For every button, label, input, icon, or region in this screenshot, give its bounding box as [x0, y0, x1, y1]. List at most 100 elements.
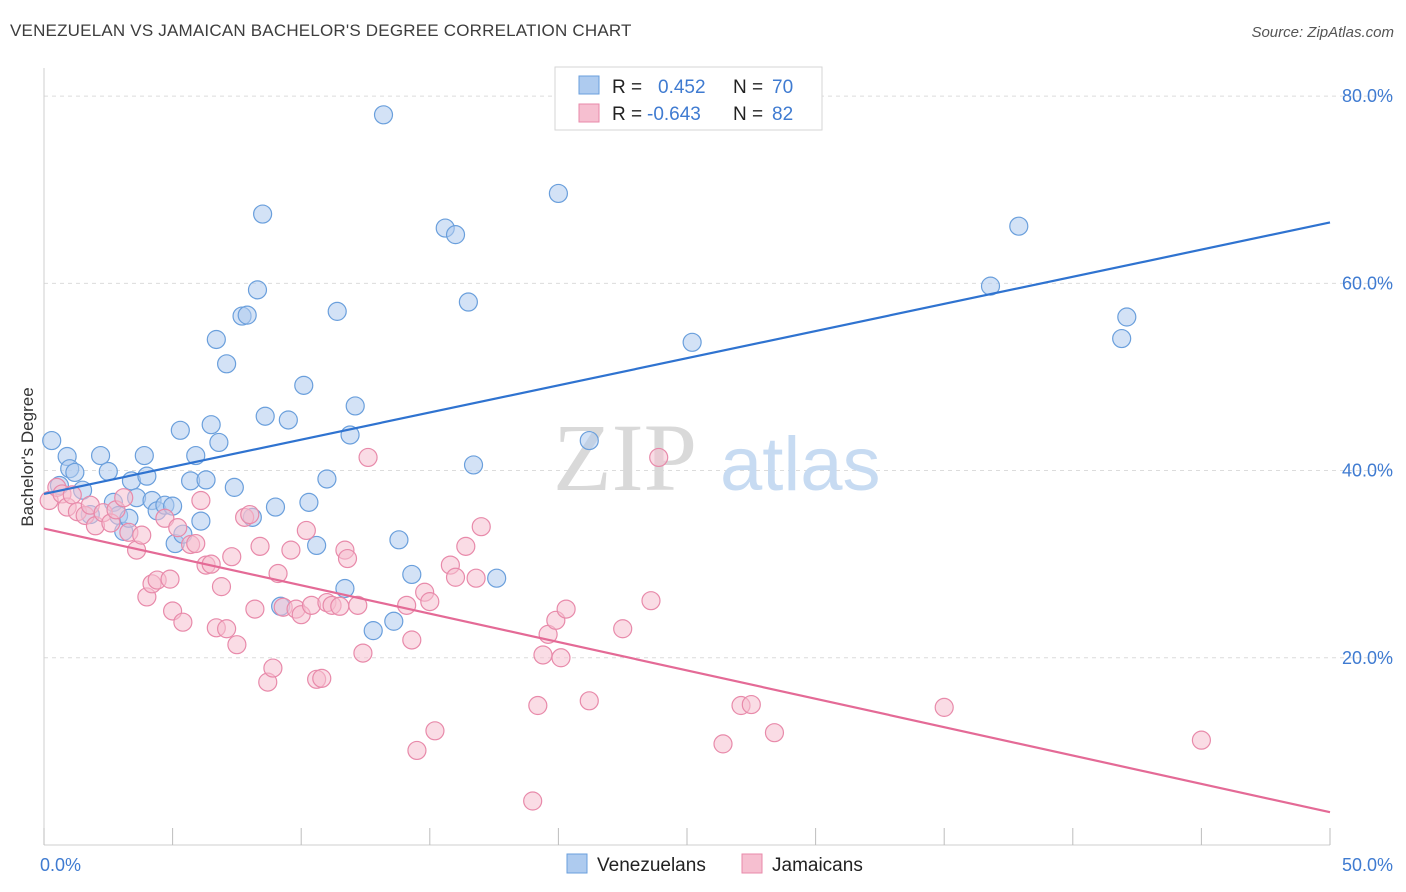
jamaican-point — [240, 504, 260, 525]
venezuelan-point — [682, 332, 702, 352]
jamaican-point — [402, 630, 422, 650]
jamaican-point — [330, 596, 350, 616]
legend-swatch-venezuelans — [578, 75, 600, 95]
legend-swatch-jamaicans — [578, 103, 600, 123]
venezuelan-point — [209, 432, 229, 453]
jamaican-point — [425, 721, 445, 741]
jamaican-point — [358, 447, 378, 468]
jamaican-point — [528, 695, 548, 716]
jamaican-point — [337, 548, 358, 569]
grid-lines — [44, 95, 1392, 659]
trend-lines — [43, 221, 1331, 814]
venezuelan-point — [445, 225, 466, 245]
x-tick-labels: 0.0% 50.0% — [40, 855, 1393, 875]
jamaican-point — [397, 595, 417, 615]
y-tick-labels: 20.0% 40.0% 60.0% 80.0% — [1342, 86, 1393, 668]
x-tick-label: 50.0% — [1342, 855, 1393, 875]
venezuelan-point — [294, 375, 314, 395]
jamaican-point — [551, 648, 571, 668]
y-tick-label: 80.0% — [1342, 86, 1393, 106]
venezuelan-point — [224, 477, 244, 497]
venezuelan-point — [327, 301, 347, 321]
jamaican-point — [245, 599, 265, 619]
venezuelan-point — [579, 430, 599, 451]
jamaican-point — [186, 533, 206, 554]
jamaican-point — [445, 567, 466, 587]
jamaican-point — [168, 518, 188, 538]
legend-n-value-1: 70 — [772, 77, 793, 98]
venezuelans-trend-line — [43, 221, 1331, 496]
legend-n-value-2: 82 — [772, 104, 793, 125]
bottom-legend-swatch-jamaicans — [741, 853, 763, 874]
jamaican-point — [764, 723, 785, 743]
venezuelan-point — [487, 568, 507, 588]
jamaican-point — [296, 520, 316, 541]
jamaican-point — [533, 645, 553, 665]
venezuelan-point — [237, 305, 257, 325]
venezuelan-point — [1117, 307, 1137, 327]
venezuelan-point — [255, 406, 275, 426]
venezuelan-point — [278, 410, 298, 430]
y-tick-label: 40.0% — [1342, 461, 1393, 481]
venezuelan-point — [1112, 328, 1132, 349]
jamaican-point — [281, 540, 301, 560]
venezuelan-point — [217, 354, 237, 374]
jamaican-point — [713, 734, 733, 754]
jamaican-point — [556, 599, 576, 619]
venezuelan-point — [463, 455, 484, 475]
venezuelan-point — [206, 329, 226, 350]
venezuelan-point — [247, 280, 268, 300]
watermark-zip: ZIP — [553, 404, 697, 511]
venezuelan-point — [201, 415, 221, 435]
chart-title: VENEZUELAN VS JAMAICAN BACHELOR'S DEGREE… — [10, 21, 632, 40]
jamaican-point — [217, 619, 237, 639]
venezuelan-point — [548, 183, 569, 204]
bottom-legend-jamaicans: Jamaicans — [772, 855, 863, 876]
jamaican-point — [641, 591, 661, 611]
venezuelan-point — [265, 497, 286, 517]
venezuelan-point — [65, 462, 85, 483]
legend-n-label-1: N = — [733, 77, 763, 98]
legend-r-label-1: R = — [612, 77, 642, 98]
venezuelan-point — [458, 292, 478, 312]
venezuelan-point — [98, 461, 118, 482]
venezuelan-point — [196, 470, 216, 490]
jamaican-point — [263, 658, 283, 678]
legend-top: R = 0.452 N = 70 R = -0.643 N = 82 — [554, 66, 823, 131]
jamaican-point — [934, 697, 954, 717]
legend-n-label-2: N = — [733, 104, 763, 125]
jamaican-point — [613, 619, 633, 639]
venezuelan-point — [253, 204, 273, 224]
venezuelan-point — [90, 445, 111, 466]
bottom-legend-swatch-venezuelans — [566, 853, 588, 874]
venezuelan-point — [402, 564, 422, 585]
jamaican-point — [1191, 730, 1212, 750]
jamaican-point — [741, 694, 761, 715]
venezuelan-point — [317, 469, 337, 489]
legend-bottom: Venezuelans Jamaicans — [566, 853, 863, 876]
jamaican-point — [160, 569, 180, 589]
bottom-legend-venezuelans: Venezuelans — [597, 855, 706, 876]
venezuelan-point — [191, 511, 211, 531]
jamaican-point — [114, 488, 134, 508]
venezuelan-point — [299, 492, 319, 512]
jamaican-point — [268, 563, 288, 584]
jamaican-point — [132, 525, 152, 545]
jamaican-point — [456, 536, 476, 556]
jamaican-point — [523, 791, 543, 811]
jamaican-point — [407, 740, 427, 761]
jamaicans-trend-line — [43, 527, 1331, 814]
y-tick-label: 20.0% — [1342, 648, 1393, 668]
y-axis-label: Bachelor's Degree — [18, 387, 37, 526]
jamaican-point — [227, 635, 247, 655]
venezuelan-point — [1009, 216, 1029, 236]
legend-r-value-1: 0.452 — [658, 77, 706, 98]
jamaican-point — [471, 517, 491, 537]
source-label: Source: ZipAtlas.com — [1251, 24, 1394, 41]
jamaican-point — [312, 668, 332, 688]
venezuelan-point — [373, 105, 394, 125]
jamaican-point — [466, 568, 486, 588]
x-tick-label: 0.0% — [40, 855, 81, 875]
y-tick-label: 60.0% — [1342, 273, 1393, 293]
